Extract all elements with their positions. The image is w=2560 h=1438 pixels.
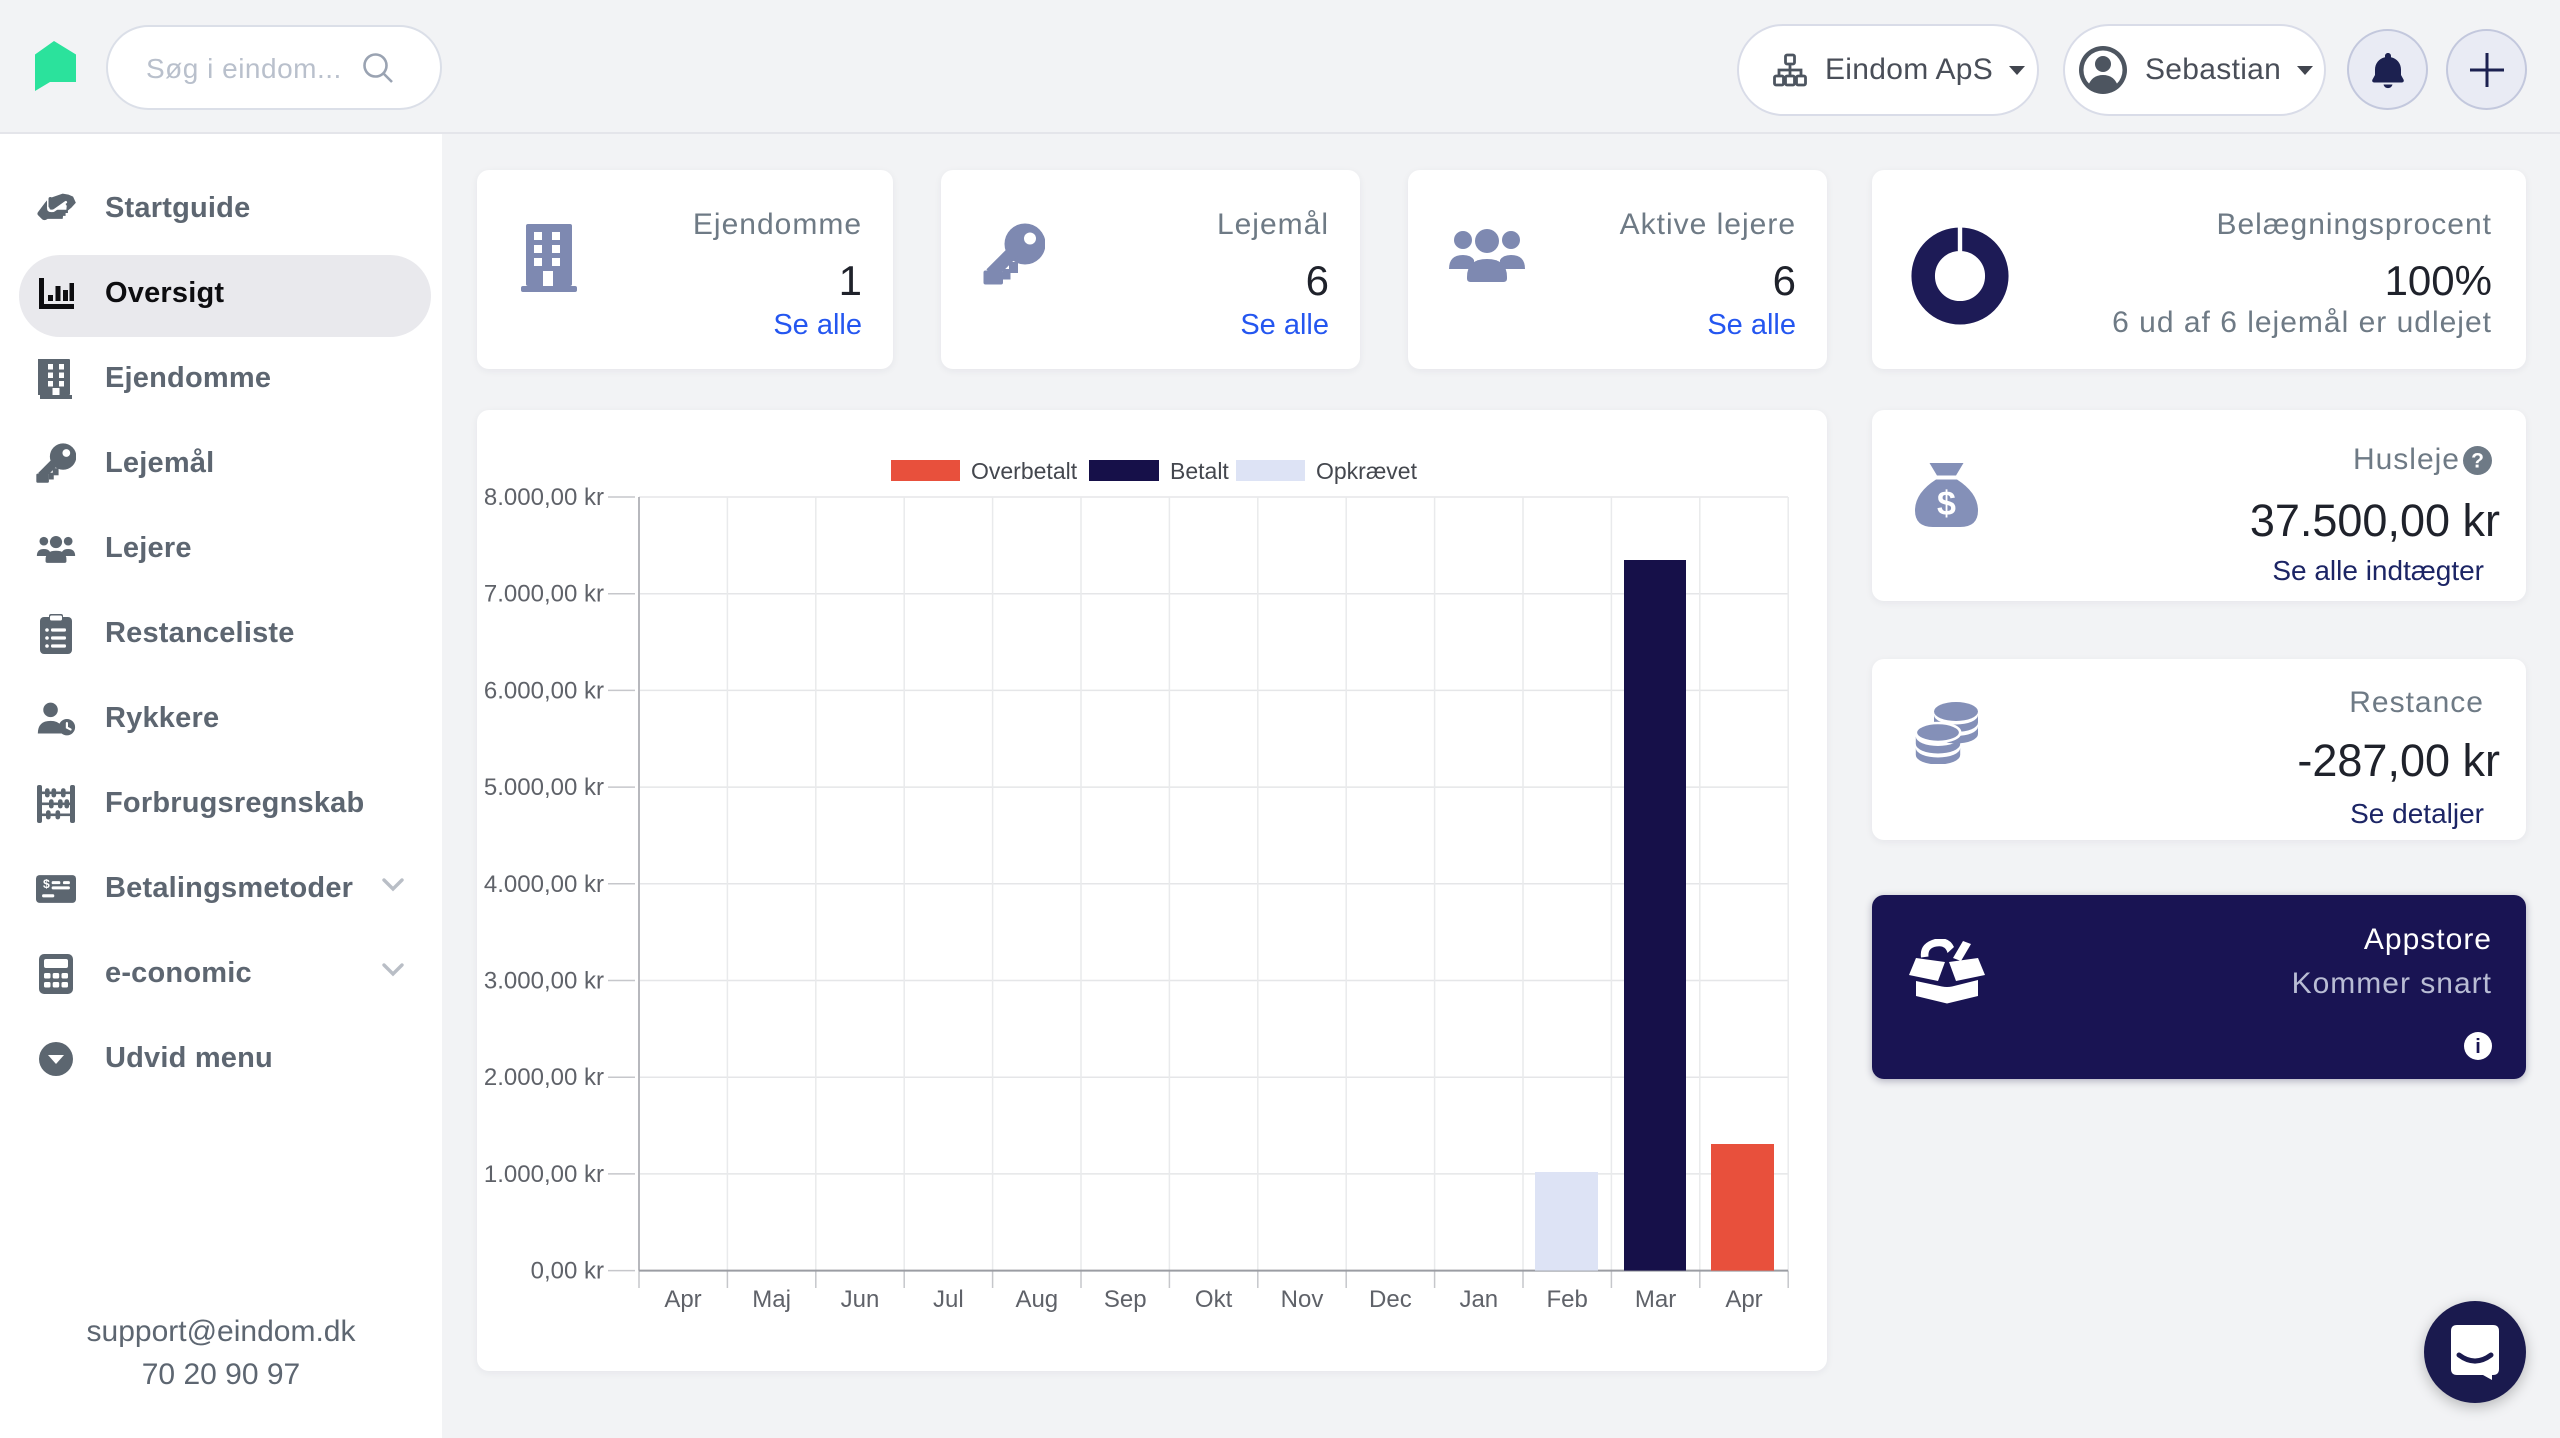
svg-text:3.000,00 kr: 3.000,00 kr [484, 968, 604, 995]
svg-text:Jan: Jan [1459, 1286, 1498, 1313]
svg-text:4.000,00 kr: 4.000,00 kr [484, 871, 604, 898]
svg-text:Nov: Nov [1281, 1286, 1324, 1313]
svg-text:2.000,00 kr: 2.000,00 kr [484, 1064, 604, 1091]
svg-text:Maj: Maj [752, 1286, 791, 1313]
svg-text:$: $ [43, 877, 50, 891]
svg-text:i: i [2475, 1036, 2481, 1058]
svg-text:Mar: Mar [1635, 1286, 1676, 1313]
svg-text:7.000,00 kr: 7.000,00 kr [484, 581, 604, 608]
svg-text:Overbetalt: Overbetalt [971, 458, 1078, 484]
svg-text:Feb: Feb [1547, 1286, 1588, 1313]
svg-text:Jun: Jun [841, 1286, 880, 1313]
svg-text:?: ? [2471, 450, 2484, 473]
svg-text:Sep: Sep [1104, 1286, 1147, 1313]
svg-text:0,00 kr: 0,00 kr [531, 1258, 604, 1285]
svg-text:Betalt: Betalt [1170, 458, 1229, 484]
svg-text:Apr: Apr [664, 1286, 701, 1313]
svg-text:Apr: Apr [1725, 1286, 1762, 1313]
svg-text:5.000,00 kr: 5.000,00 kr [484, 774, 604, 801]
svg-text:$: $ [1937, 485, 1956, 523]
svg-text:Opkrævet: Opkrævet [1316, 458, 1418, 484]
svg-text:Dec: Dec [1369, 1286, 1412, 1313]
svg-text:Jul: Jul [933, 1286, 964, 1313]
svg-text:1.000,00 kr: 1.000,00 kr [484, 1161, 604, 1188]
svg-text:Aug: Aug [1015, 1286, 1058, 1313]
svg-text:6.000,00 kr: 6.000,00 kr [484, 677, 604, 704]
svg-text:8.000,00 kr: 8.000,00 kr [484, 484, 604, 511]
svg-text:Okt: Okt [1195, 1286, 1233, 1313]
